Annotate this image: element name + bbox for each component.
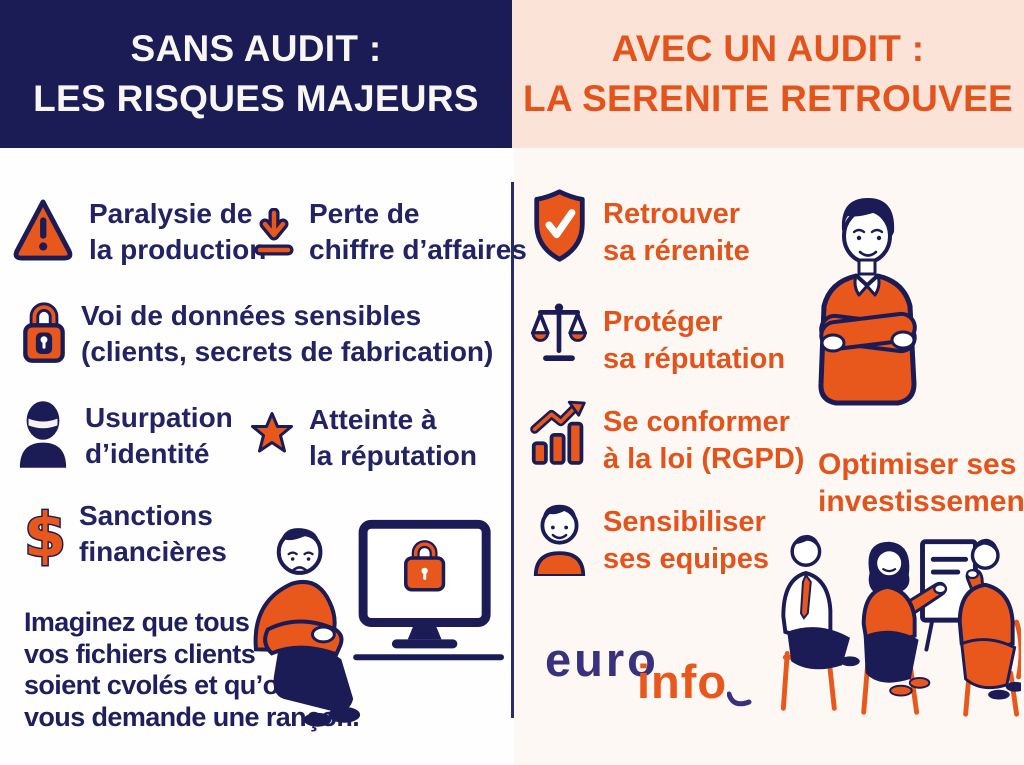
warning-triangle-icon — [13, 199, 73, 261]
risk-text: Paralysie de — [89, 198, 253, 229]
risk-text: la réputation — [309, 440, 478, 471]
risk-item-reputation: Atteinte à la réputation — [250, 402, 477, 474]
confident-man-crossed-arms-illustration — [818, 198, 917, 406]
header-avec-audit: AVEC UN AUDIT : LA SERENITE RETROUVEE — [512, 0, 1024, 148]
svg-text:$: $ — [26, 501, 64, 570]
benefit-text: sa rérenite — [603, 235, 750, 267]
caption-line: soient cvolés et qu’on — [24, 670, 295, 700]
risk-text: Usurpation — [85, 402, 233, 433]
download-arrow-icon — [254, 208, 294, 256]
team-training-session-illustration — [780, 534, 1021, 717]
benefit-item-reputation: Protéger sa réputation — [530, 300, 785, 378]
header-left-line1: SANS AUDIT : — [130, 28, 382, 69]
risk-text: chiffre d’affaires — [309, 234, 527, 265]
risk-text: Atteinte à — [309, 404, 437, 435]
benefit-text: Retrouver — [603, 198, 740, 230]
benefit-text: Se conformer — [603, 406, 790, 438]
dollar-sign-icon: $ — [26, 499, 64, 570]
benefit-text: Protéger — [603, 306, 723, 338]
growth-chart-icon — [530, 400, 586, 465]
benefit-text: ses equipes — [603, 543, 770, 575]
right-panel-background — [514, 148, 1024, 765]
risk-text: la production — [89, 234, 267, 265]
ransom-caption: Imaginez que tous vos fichiers clients s… — [24, 607, 360, 733]
risk-item-paralysie: Paralysie de la production — [12, 196, 266, 268]
masked-hacker-icon — [19, 401, 67, 468]
benefit-item-rgpd: Se conformer à la loi (RGPD) — [530, 400, 804, 478]
smiling-person-icon — [533, 504, 586, 576]
euro-info-logo: euro info — [545, 632, 755, 722]
header-right-line1: AVEC UN AUDIT : — [611, 28, 925, 69]
risk-text: Voi de données sensibles — [81, 300, 422, 331]
caption-line: vous demande une rançon. — [24, 701, 360, 732]
optimiser-note: Optimiser ses investissements — [818, 446, 1024, 520]
risk-item-usurpation: Usurpation d’identité — [16, 400, 233, 472]
benefit-text: à la loi (RGPD) — [603, 443, 805, 475]
benefit-text: Sensibiliser — [603, 506, 766, 538]
caption-line: vos fichiers clients — [24, 638, 256, 669]
side-note-line: investissements — [818, 485, 1024, 518]
header-right-line2: LA SERENITE RETROUVEE — [522, 78, 1014, 119]
benefit-text: sa réputation — [603, 343, 786, 375]
star-icon — [251, 412, 293, 453]
sad-person-locked-computer-illustration — [253, 519, 505, 727]
risk-item-vol-donnees: Voi de données sensibles (clients, secre… — [22, 298, 493, 370]
risk-text: Sanctions — [79, 500, 213, 531]
logo-euro-text: euro — [545, 633, 659, 686]
risk-text: financières — [79, 536, 227, 567]
column-divider — [511, 182, 514, 718]
risk-item-sanctions: $ Sanctions financières — [26, 498, 227, 570]
padlock-icon — [23, 302, 65, 363]
header-left-line2: LES RISQUES MAJEURS — [33, 78, 479, 119]
header-sans-audit: SANS AUDIT : LES RISQUES MAJEURS — [0, 0, 512, 148]
scales-icon — [530, 303, 588, 361]
caption-line: Imaginez que tous — [24, 607, 250, 637]
risk-text: Perte de — [309, 198, 420, 229]
benefit-item-serenite: Retrouver sa rérenite — [531, 188, 750, 270]
benefit-item-equipes: Sensibiliser ses equipes — [531, 498, 769, 578]
risk-text: d’identité — [85, 438, 210, 469]
side-note-line: Optimiser ses — [818, 448, 1017, 481]
risk-item-perte-ca: Perte de chiffre d’affaires — [254, 196, 527, 268]
risk-text: (clients, secrets de fabrication) — [81, 336, 494, 367]
shield-check-icon — [534, 189, 585, 262]
logo-info-text: info — [637, 655, 728, 708]
logo-swirl-icon — [727, 691, 752, 707]
